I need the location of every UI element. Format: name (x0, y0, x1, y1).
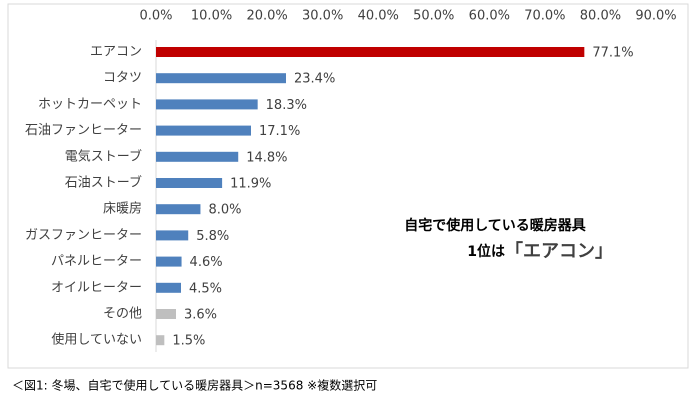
bar (156, 309, 176, 319)
chart-frame (7, 3, 689, 369)
y-tick-label: 石油ストーブ (65, 175, 142, 191)
annotation-line1: 自宅で使用している暖房器具 (404, 217, 586, 234)
value-label: 8.0% (208, 203, 241, 218)
x-tick-label: 30.0% (302, 9, 343, 24)
y-tick-label: 石油ファンヒーター (25, 123, 142, 138)
bar (156, 151, 239, 162)
y-tick-label: ガスファンヒーター (25, 228, 142, 243)
x-tick-label: 70.0% (524, 9, 565, 24)
y-tick-label: オイルヒーター (51, 280, 142, 295)
x-tick-label: 20.0% (246, 9, 287, 24)
value-label: 4.6% (190, 255, 223, 270)
bar (156, 282, 181, 293)
annotation-highlight: 「エアコン」 (505, 240, 613, 262)
bar (156, 47, 585, 57)
bar (156, 204, 201, 215)
x-tick-label: 0.0% (139, 9, 172, 24)
y-tick-label: ホットカーペット (38, 97, 142, 112)
value-label: 5.8% (196, 229, 229, 244)
y-tick-label: 床暖房 (103, 201, 142, 217)
bar (156, 335, 165, 346)
x-tick-label: 90.0% (635, 9, 676, 24)
annotation-line2: 1位は (467, 243, 505, 260)
y-tick-label: 電気ストーブ (65, 148, 142, 164)
bar (156, 230, 189, 241)
x-tick-label: 10.0% (191, 9, 232, 24)
value-label: 23.4% (294, 72, 335, 87)
x-tick-label: 40.0% (358, 9, 399, 24)
value-label: 1.5% (172, 334, 205, 349)
y-tick-label: パネルヒーター (51, 254, 142, 269)
value-label: 77.1% (592, 46, 633, 61)
x-tick-label: 60.0% (469, 9, 510, 24)
value-label: 4.5% (189, 281, 222, 296)
caption: ＜図1: 冬場、自宅で使用している暖房器具＞n=3568 ※複数選択可 (12, 378, 377, 393)
bar (156, 178, 223, 188)
value-label: 18.3% (266, 98, 307, 113)
value-label: 17.1% (259, 124, 300, 139)
y-tick-label: コタツ (103, 71, 142, 86)
bar (156, 256, 182, 267)
y-tick-label: その他 (103, 307, 142, 322)
x-tick-label: 80.0% (580, 9, 621, 24)
value-label: 3.6% (184, 308, 217, 323)
bar (156, 73, 286, 84)
value-label: 14.8% (246, 150, 287, 165)
value-label: 11.9% (230, 177, 271, 192)
y-tick-label: 使用していない (51, 332, 142, 348)
bar (156, 99, 258, 110)
x-tick-label: 50.0% (413, 9, 454, 24)
bar (156, 125, 251, 136)
y-tick-label: エアコン (90, 45, 142, 60)
